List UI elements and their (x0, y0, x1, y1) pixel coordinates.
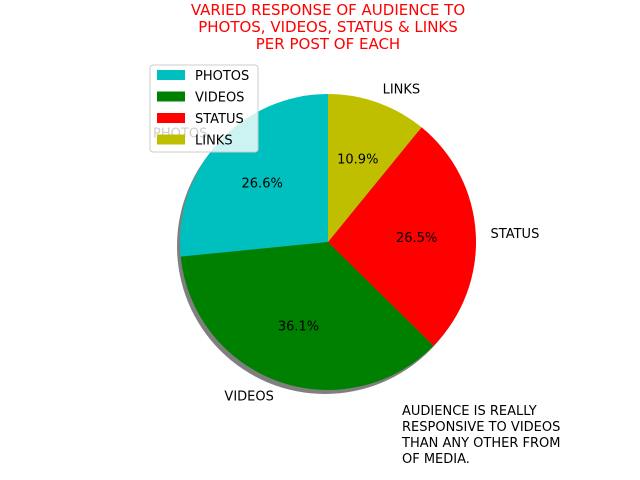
legend-label-photos: PHOTOS (195, 69, 249, 84)
chart-title-line: PER POST OF EACH (256, 35, 400, 53)
legend-swatch-status (157, 113, 185, 123)
category-label-links: LINKS (383, 83, 421, 98)
chart-title-line: VARIED RESPONSE OF AUDIENCE TO (191, 1, 465, 19)
category-label-status: STATUS (491, 227, 540, 242)
percent-labels: 26.6% 36.1% 26.5% 10.9% (242, 152, 438, 334)
legend-label-status: STATUS (195, 112, 244, 127)
pie-slices (180, 94, 476, 390)
annotation-note: AUDIENCE IS REALLY RESPONSIVE TO VIDEOS … (402, 404, 561, 467)
legend-box (149, 64, 259, 153)
percent-label-videos: 36.1% (278, 320, 319, 335)
chart-title-line: PHOTOS, VIDEOS, STATUS & LINKS (198, 18, 458, 36)
percent-label-status: 26.5% (396, 231, 437, 246)
legend: PHOTOS VIDEOS STATUS LINKS (149, 64, 259, 153)
slice-status (328, 127, 476, 346)
legend-swatch-photos (157, 70, 185, 80)
legend-label-videos: VIDEOS (195, 91, 244, 106)
percent-label-photos: 26.6% (242, 176, 283, 191)
category-label-videos: VIDEOS (224, 390, 273, 405)
percent-label-links: 10.9% (337, 152, 378, 167)
legend-label-links: LINKS (195, 134, 233, 149)
legend-swatch-videos (157, 91, 185, 102)
legend-swatch-links (157, 134, 185, 145)
slice-videos (180, 242, 434, 390)
slice-photos (180, 94, 328, 257)
slice-links (328, 94, 422, 242)
